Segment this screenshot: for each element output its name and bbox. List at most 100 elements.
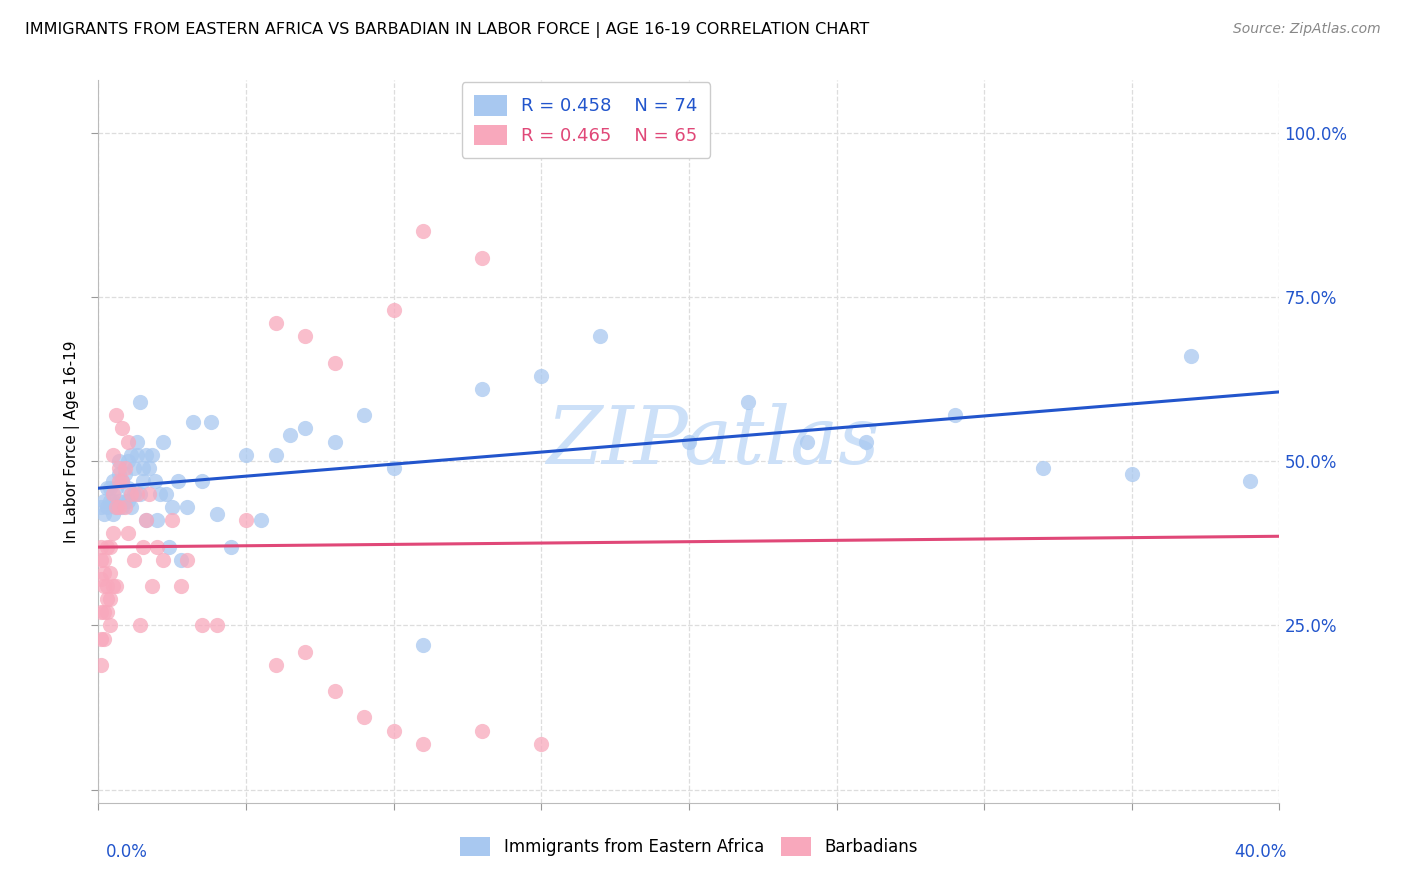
Point	[96, 500, 118, 515]
Point	[111, 474, 134, 488]
Point	[117, 481, 139, 495]
Point	[382, 303, 405, 318]
Point	[471, 251, 494, 265]
Point	[90, 553, 112, 567]
Point	[737, 395, 759, 409]
Point	[155, 487, 177, 501]
Point	[530, 737, 553, 751]
Point	[132, 540, 155, 554]
Point	[90, 605, 112, 619]
Point	[141, 448, 163, 462]
Point	[382, 723, 405, 738]
Point	[530, 368, 553, 383]
Point	[125, 434, 148, 449]
Point	[103, 474, 125, 488]
Point	[167, 474, 190, 488]
Point	[98, 540, 121, 554]
Point	[120, 448, 142, 462]
Point	[264, 657, 287, 672]
Point	[353, 710, 375, 724]
Point	[294, 645, 316, 659]
Point	[353, 409, 375, 423]
Point	[98, 592, 121, 607]
Point	[90, 500, 112, 515]
Point	[114, 460, 136, 475]
Point	[149, 487, 172, 501]
Point	[103, 507, 125, 521]
Point	[323, 434, 346, 449]
Point	[162, 513, 183, 527]
Text: Source: ZipAtlas.com: Source: ZipAtlas.com	[1233, 22, 1381, 37]
Point	[108, 467, 131, 482]
Point	[221, 540, 243, 554]
Point	[205, 507, 228, 521]
Point	[103, 487, 125, 501]
Point	[122, 553, 145, 567]
Point	[796, 434, 818, 449]
Point	[93, 566, 115, 580]
Point	[117, 434, 139, 449]
Text: 40.0%: 40.0%	[1234, 843, 1286, 861]
Point	[143, 474, 166, 488]
Point	[117, 493, 139, 508]
Text: IMMIGRANTS FROM EASTERN AFRICA VS BARBADIAN IN LABOR FORCE | AGE 16-19 CORRELATI: IMMIGRANTS FROM EASTERN AFRICA VS BARBAD…	[25, 22, 869, 38]
Point	[114, 467, 136, 482]
Point	[93, 632, 115, 646]
Point	[117, 526, 139, 541]
Point	[191, 618, 214, 632]
Point	[678, 434, 700, 449]
Point	[93, 605, 115, 619]
Point	[152, 434, 174, 449]
Point	[120, 487, 142, 501]
Point	[146, 540, 169, 554]
Point	[412, 638, 434, 652]
Point	[114, 500, 136, 515]
Point	[108, 474, 131, 488]
Point	[111, 500, 134, 515]
Point	[93, 507, 115, 521]
Point	[176, 500, 198, 515]
Point	[125, 487, 148, 501]
Point	[162, 500, 183, 515]
Point	[412, 737, 434, 751]
Point	[105, 579, 128, 593]
Point	[141, 579, 163, 593]
Point	[93, 553, 115, 567]
Point	[108, 493, 131, 508]
Point	[323, 356, 346, 370]
Point	[181, 415, 204, 429]
Point	[125, 448, 148, 462]
Point	[1121, 467, 1143, 482]
Point	[170, 553, 193, 567]
Point	[98, 566, 121, 580]
Point	[105, 500, 128, 515]
Point	[103, 448, 125, 462]
Point	[191, 474, 214, 488]
Point	[117, 454, 139, 468]
Point	[96, 592, 118, 607]
Point	[98, 618, 121, 632]
Point	[96, 605, 118, 619]
Point	[105, 481, 128, 495]
Point	[943, 409, 966, 423]
Point	[471, 382, 494, 396]
Point	[294, 329, 316, 343]
Point	[205, 618, 228, 632]
Point	[138, 487, 160, 501]
Point	[98, 481, 121, 495]
Point	[152, 553, 174, 567]
Point	[1180, 349, 1202, 363]
Point	[111, 474, 134, 488]
Point	[103, 579, 125, 593]
Point	[111, 421, 134, 435]
Point	[96, 540, 118, 554]
Point	[122, 460, 145, 475]
Text: 0.0%: 0.0%	[105, 843, 148, 861]
Point	[132, 460, 155, 475]
Point	[1239, 474, 1261, 488]
Point	[120, 500, 142, 515]
Point	[382, 460, 405, 475]
Point	[90, 632, 112, 646]
Point	[93, 493, 115, 508]
Point	[138, 460, 160, 475]
